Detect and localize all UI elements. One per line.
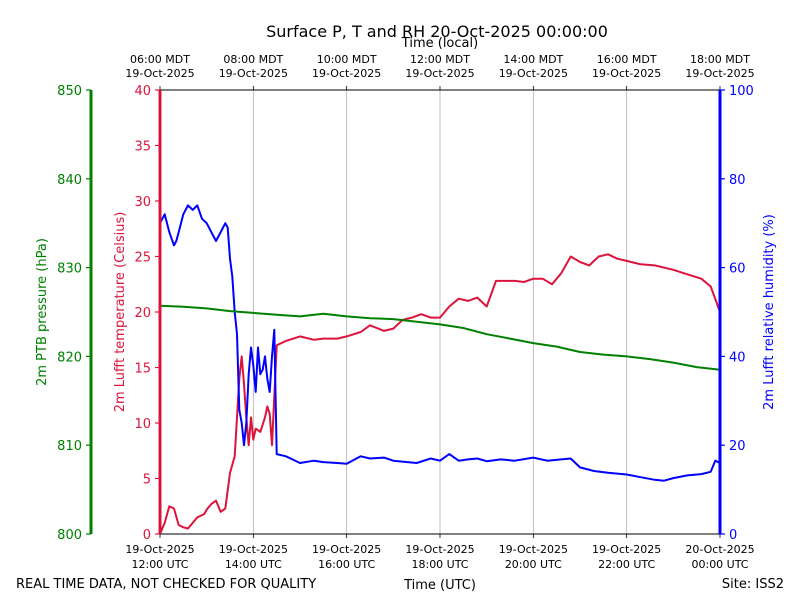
x-tick-label-date: 19-Oct-2025 xyxy=(219,543,288,556)
humidity-axis-tick-label: 60 xyxy=(729,262,746,277)
footer-quality-note: REAL TIME DATA, NOT CHECKED FOR QUALITY xyxy=(16,577,316,592)
x-tick-label-date: 19-Oct-2025 xyxy=(312,543,381,556)
top-tick-label-date: 19-Oct-2025 xyxy=(592,67,661,80)
x-tick-label-time: 18:00 UTC xyxy=(411,558,468,571)
top-tick-label-time: 16:00 MDT xyxy=(597,53,657,66)
top-tick-label-date: 19-Oct-2025 xyxy=(499,67,568,80)
top-tick-label-time: 14:00 MDT xyxy=(503,53,563,66)
x-axis-label: Time (UTC) xyxy=(403,578,476,593)
x-tick-label-time: 16:00 UTC xyxy=(318,558,375,571)
temperature-axis-label: 2m Lufft temperature (Celsius) xyxy=(113,212,128,413)
humidity-axis-tick-label: 40 xyxy=(729,350,746,365)
pressure-axis-tick-label: 840 xyxy=(57,173,82,188)
pressure-axis-label: 2m PTB pressure (hPa) xyxy=(35,238,50,386)
top-tick-label-date: 19-Oct-2025 xyxy=(219,67,288,80)
pressure-axis-tick-label: 810 xyxy=(57,439,82,454)
top-tick-label-time: 08:00 MDT xyxy=(223,53,283,66)
footer-site-label: Site: ISS2 xyxy=(722,577,784,592)
top-tick-label-time: 10:00 MDT xyxy=(317,53,377,66)
humidity-axis-tick-label: 80 xyxy=(729,173,746,188)
temperature-axis-tick-label: 35 xyxy=(134,140,151,155)
x-tick-label-time: 22:00 UTC xyxy=(598,558,655,571)
pressure-axis-tick-label: 830 xyxy=(57,262,82,277)
x-tick-label-time: 12:00 UTC xyxy=(131,558,188,571)
x-tick-label-time: 00:00 UTC xyxy=(691,558,748,571)
humidity-axis-tick-label: 20 xyxy=(729,439,746,454)
temperature-axis-tick-label: 15 xyxy=(134,362,151,377)
temperature-axis-tick-label: 0 xyxy=(143,528,151,543)
x-tick-label-date: 19-Oct-2025 xyxy=(499,543,568,556)
axes xyxy=(86,86,725,538)
humidity-series-line xyxy=(159,204,721,482)
pressure-axis-tick-label: 820 xyxy=(57,350,82,365)
x-tick-label-date: 19-Oct-2025 xyxy=(592,543,661,556)
series-lines xyxy=(159,204,721,535)
temperature-axis-tick-label: 40 xyxy=(134,84,151,99)
pressure-axis-tick-label: 850 xyxy=(57,84,82,99)
top-tick-label-date: 19-Oct-2025 xyxy=(405,67,474,80)
temperature-axis-tick-label: 5 xyxy=(143,473,151,488)
top-tick-label-date: 19-Oct-2025 xyxy=(312,67,381,80)
top-tick-label-time: 12:00 MDT xyxy=(410,53,470,66)
humidity-axis-tick-label: 100 xyxy=(729,84,754,99)
grid-lines xyxy=(252,90,628,534)
top-tick-label-date: 19-Oct-2025 xyxy=(125,67,194,80)
temperature-axis-tick-label: 10 xyxy=(134,417,151,432)
x-tick-label-date: 19-Oct-2025 xyxy=(125,543,194,556)
top-tick-label-time: 06:00 MDT xyxy=(130,53,190,66)
chart-title: Surface P, T and RH 20-Oct-2025 00:00:00 xyxy=(266,22,608,41)
pressure-axis-tick-label: 800 xyxy=(57,528,82,543)
x-tick-label-time: 14:00 UTC xyxy=(225,558,282,571)
temperature-axis-tick-label: 25 xyxy=(134,251,151,266)
humidity-axis-label: 2m Lufft relative humidity (%) xyxy=(762,214,777,410)
x-tick-label-time: 20:00 UTC xyxy=(505,558,562,571)
tick-labels: 19-Oct-2025 12:00 UTC 19-Oct-2025 14:00 UTC… xyxy=(57,53,754,571)
temperature-series-line xyxy=(159,253,721,535)
top-tick-label-time: 18:00 MDT xyxy=(690,53,750,66)
x-tick-label-date: 20-Oct-2025 xyxy=(685,543,754,556)
top-axis-label: Time (local) xyxy=(401,36,478,51)
top-tick-label-date: 19-Oct-2025 xyxy=(685,67,754,80)
temperature-axis-tick-label: 30 xyxy=(134,195,151,210)
x-tick-label-date: 19-Oct-2025 xyxy=(405,543,474,556)
pressure-series-line xyxy=(159,304,721,371)
humidity-axis-tick-label: 0 xyxy=(729,528,737,543)
temperature-axis-tick-label: 20 xyxy=(134,306,151,321)
